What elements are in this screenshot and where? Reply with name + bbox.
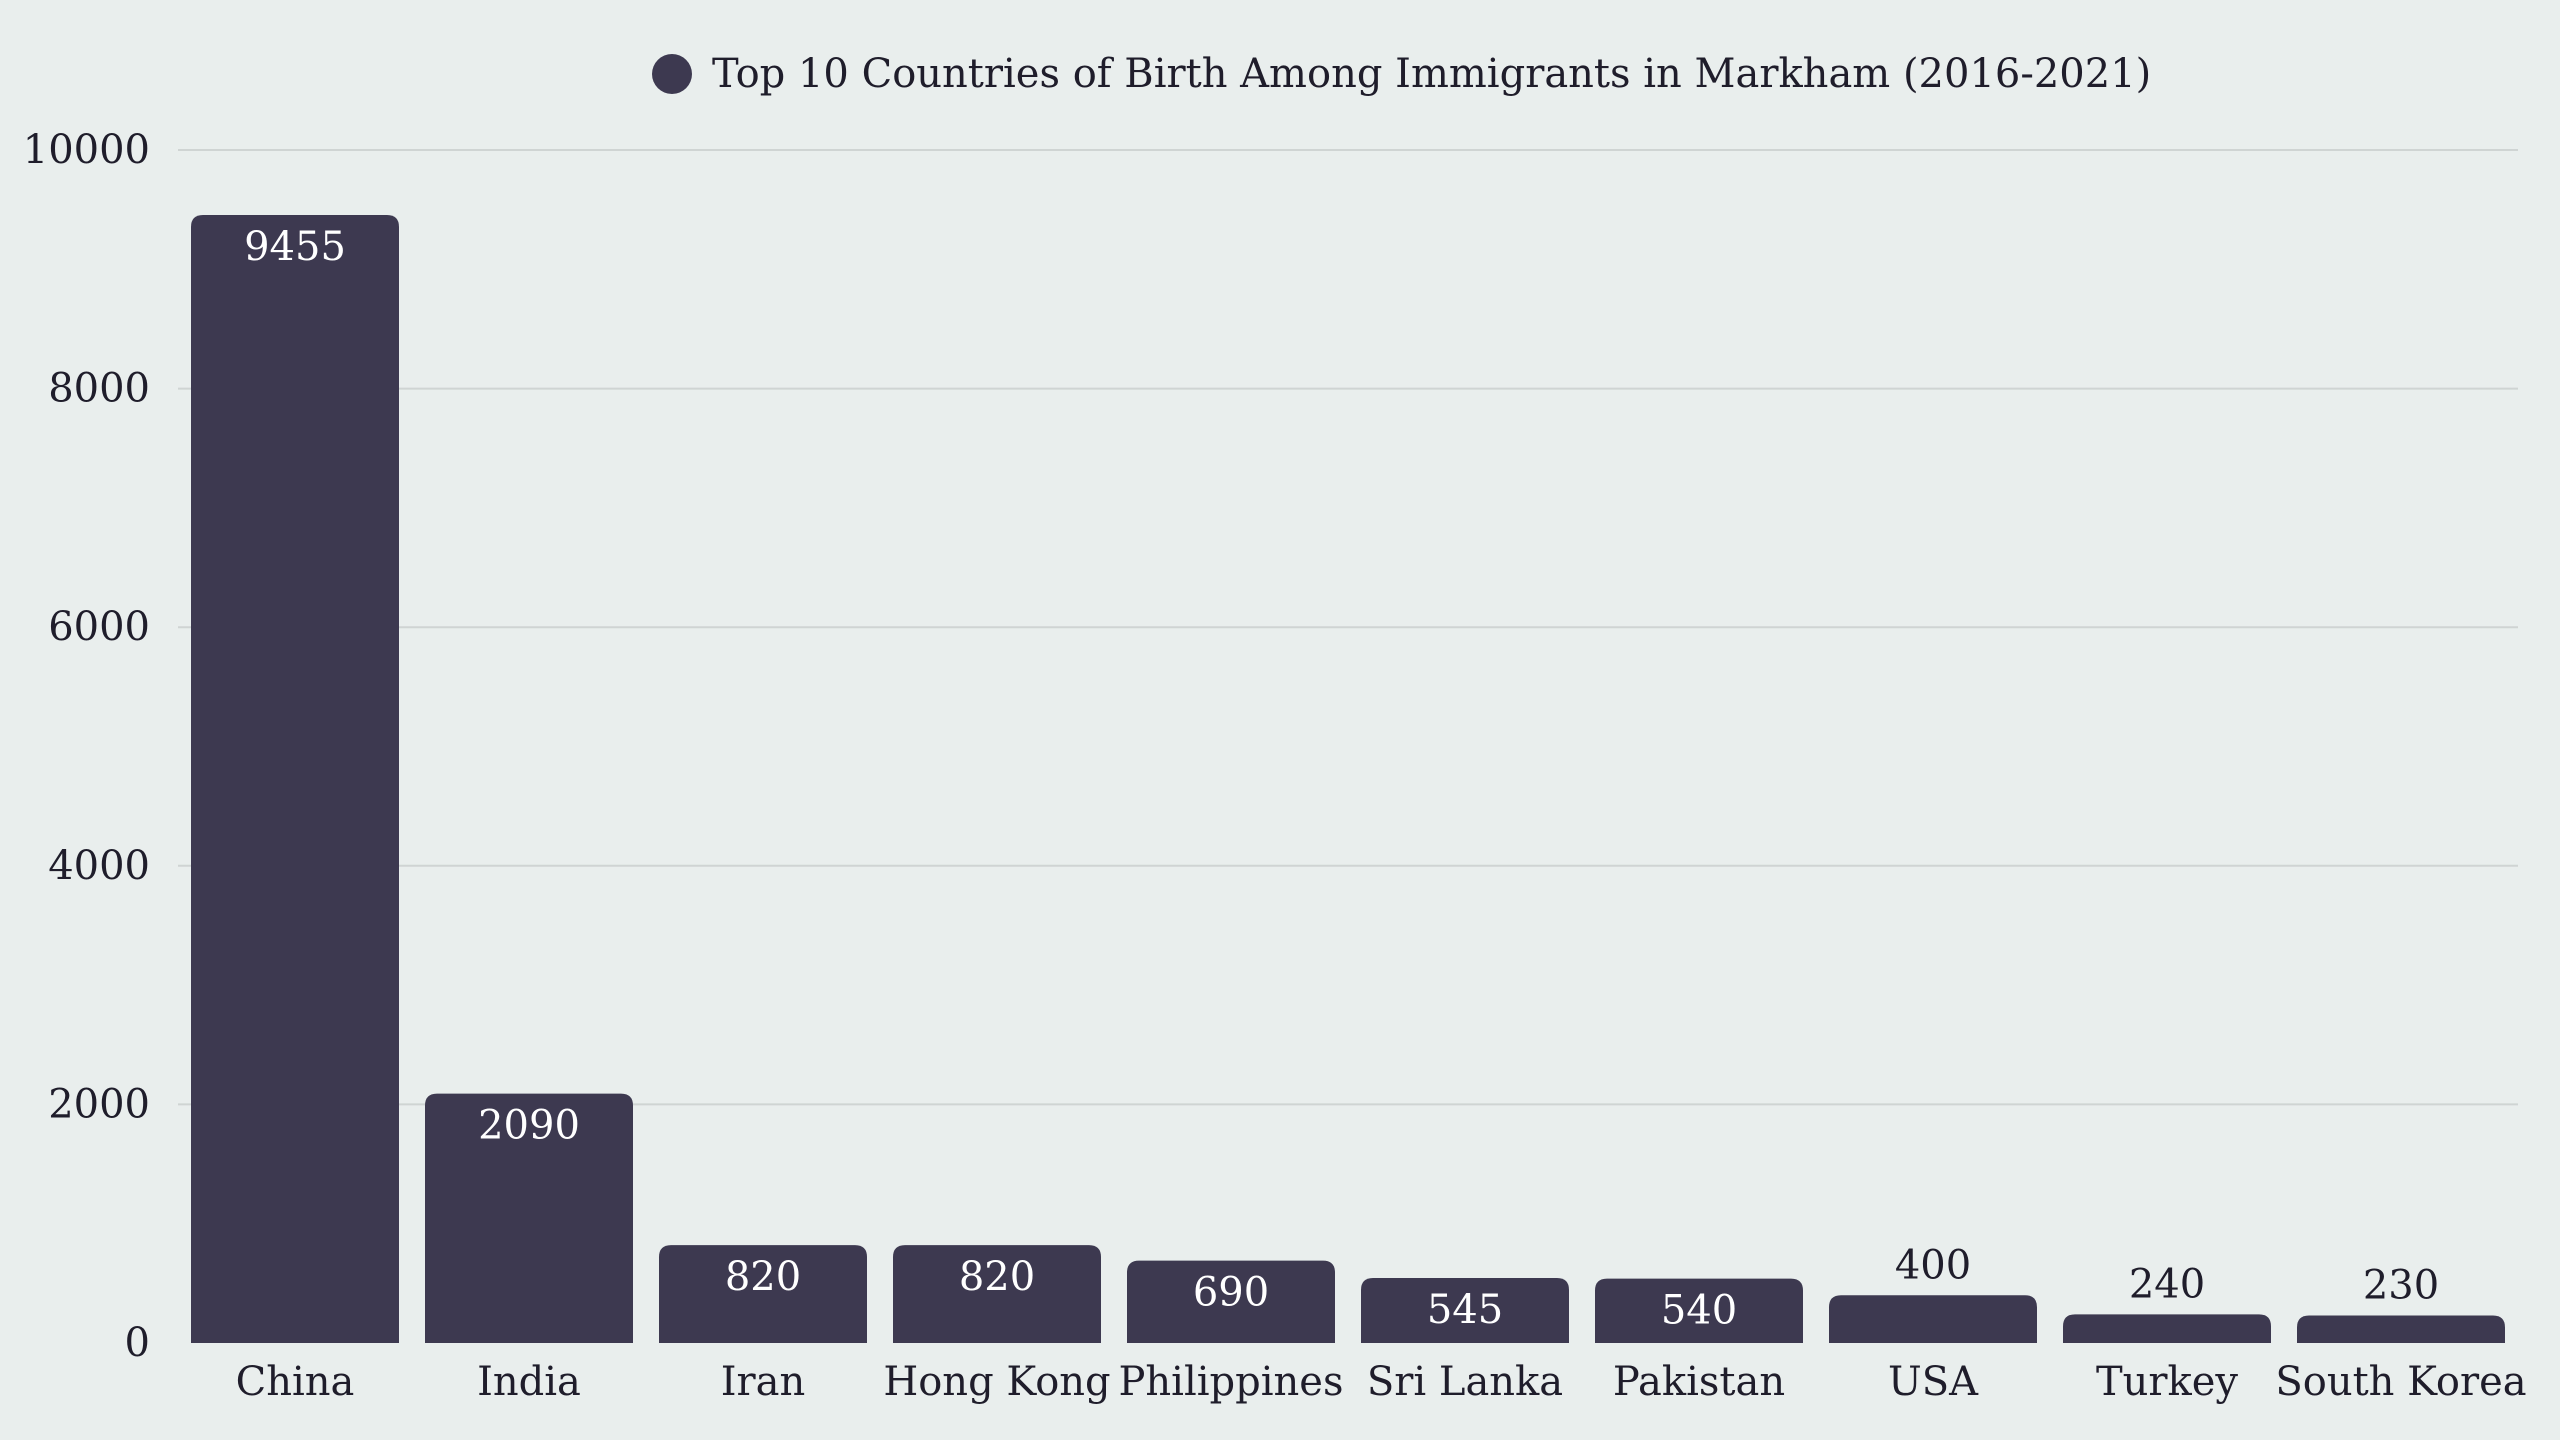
data-label: 230 — [2363, 1263, 2439, 1309]
bars: 9455 2090 820 820 690 545 540 400 240 230 — [191, 215, 2505, 1343]
legend-label: Top 10 Countries of Birth Among Immigran… — [712, 51, 2151, 97]
data-label: 2090 — [478, 1103, 580, 1149]
grid — [178, 149, 2518, 1106]
bar — [1829, 1295, 2037, 1343]
bar — [191, 215, 399, 1343]
legend-marker-icon — [652, 54, 692, 94]
bar — [659, 1245, 867, 1343]
bar — [425, 1093, 633, 1343]
x-tick-label: Sri Lanka — [1367, 1359, 1563, 1405]
y-tick-label: 8000 — [48, 366, 150, 412]
x-tick-label: South Korea — [2275, 1359, 2526, 1405]
y-tick-label: 4000 — [48, 843, 150, 889]
bar — [2063, 1314, 2271, 1343]
data-label: 820 — [959, 1254, 1035, 1300]
y-tick-label: 2000 — [48, 1081, 150, 1127]
y-tick-label: 0 — [125, 1320, 150, 1366]
x-tick-label: India — [477, 1359, 581, 1405]
legend: Top 10 Countries of Birth Among Immigran… — [652, 51, 2151, 97]
data-label: 690 — [1193, 1270, 1269, 1316]
data-label: 820 — [725, 1254, 801, 1300]
x-tick-label: Hong Kong — [883, 1359, 1110, 1405]
bar — [1127, 1260, 1335, 1343]
y-tick-label: 6000 — [48, 604, 150, 650]
x-tick-label: China — [236, 1359, 355, 1405]
data-label: 9455 — [244, 224, 346, 270]
data-label: 240 — [2129, 1261, 2205, 1307]
x-tick-label: Pakistan — [1613, 1359, 1785, 1405]
bar — [1595, 1278, 1803, 1343]
data-label: 400 — [1895, 1242, 1971, 1288]
bar — [2297, 1315, 2505, 1343]
x-tick-label: USA — [1888, 1359, 1979, 1405]
x-axis: China India Iran Hong Kong Philippines Sri La… — [236, 1359, 2527, 1405]
y-axis: 0 2000 4000 6000 8000 10000 — [23, 127, 150, 1366]
bar — [893, 1245, 1101, 1343]
data-label: 540 — [1661, 1288, 1737, 1334]
bar — [1361, 1277, 1569, 1343]
x-tick-label: Iran — [721, 1359, 806, 1405]
data-label: 545 — [1427, 1287, 1503, 1333]
y-tick-label: 10000 — [23, 127, 150, 173]
x-tick-label: Philippines — [1118, 1359, 1343, 1405]
x-tick-label: Turkey — [2096, 1359, 2238, 1405]
